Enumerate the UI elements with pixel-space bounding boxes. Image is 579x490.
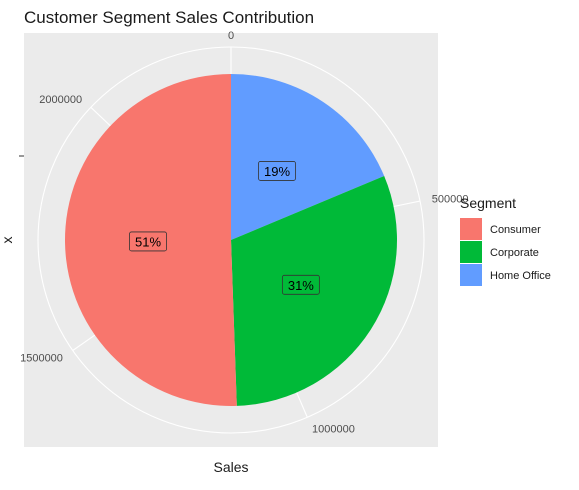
slice-percent-label: 51%	[135, 234, 161, 249]
legend-title: Segment	[460, 195, 516, 211]
theta-tick-label: 1500000	[20, 352, 63, 364]
y-axis-title: x	[0, 237, 15, 244]
legend-swatch	[460, 241, 482, 263]
legend-label: Consumer	[490, 224, 541, 236]
theta-tick-label: 0	[228, 30, 234, 42]
legend-label: Home Office	[490, 270, 551, 282]
slice-label-group: 19%	[259, 161, 296, 180]
slice-label-group: 31%	[282, 275, 319, 294]
legend-swatch	[460, 264, 482, 286]
chart-title: Customer Segment Sales Contribution	[24, 8, 314, 27]
theta-tick-label: 2000000	[39, 94, 82, 106]
slice-percent-label: 31%	[288, 278, 314, 293]
legend-swatch	[460, 218, 482, 240]
x-axis-title: Sales	[213, 459, 248, 475]
legend-label: Corporate	[490, 247, 539, 259]
pie-slices	[65, 74, 397, 406]
legend-items: Consumer Corporate Home Office	[460, 218, 551, 286]
slice-percent-label: 19%	[264, 164, 290, 179]
slice-label-group: 51%	[130, 232, 167, 251]
theta-tick-label: 1000000	[312, 423, 355, 435]
legend: Segment Consumer Corporate Home Office	[460, 195, 551, 286]
